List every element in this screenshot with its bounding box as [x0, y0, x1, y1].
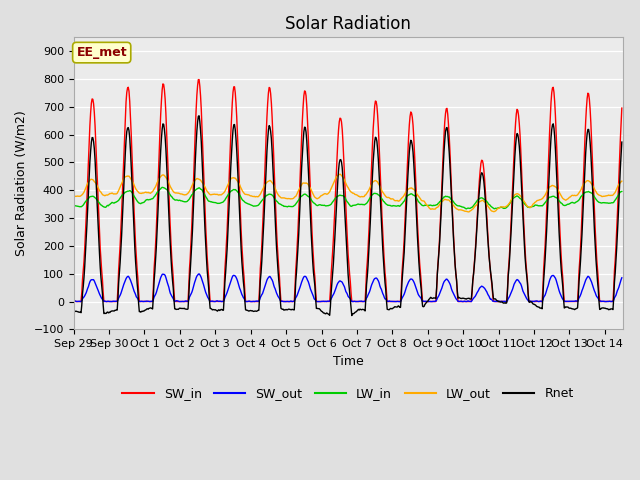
LW_out: [70, 193, 77, 199]
SW_in: [70, 299, 77, 304]
Line: SW_in: SW_in: [74, 80, 622, 301]
LW_in: [305, 193, 312, 199]
LW_in: [465, 205, 472, 211]
LW_in: [72, 203, 80, 209]
SW_in: [195, 77, 202, 83]
LW_out: [304, 181, 312, 187]
Rnet: [348, 312, 356, 318]
LW_out: [465, 209, 472, 215]
SW_in: [477, 161, 484, 167]
Legend: SW_in, SW_out, LW_in, LW_out, Rnet: SW_in, SW_out, LW_in, LW_out, Rnet: [118, 382, 579, 405]
Text: EE_met: EE_met: [76, 46, 127, 59]
X-axis label: Time: Time: [333, 355, 364, 368]
Title: Solar Radiation: Solar Radiation: [285, 15, 411, 33]
LW_out: [478, 198, 486, 204]
SW_in: [618, 105, 626, 111]
SW_in: [147, 299, 154, 304]
LW_in: [147, 197, 154, 203]
LW_out: [147, 191, 154, 196]
LW_in: [618, 189, 626, 194]
LW_out: [464, 209, 472, 215]
Rnet: [195, 113, 203, 119]
LW_out: [72, 193, 80, 199]
SW_out: [305, 281, 313, 287]
LW_out: [618, 178, 626, 184]
Rnet: [478, 170, 486, 176]
SW_in: [325, 299, 333, 304]
LW_out: [336, 171, 344, 177]
Rnet: [147, 305, 154, 311]
LW_in: [158, 184, 166, 190]
Rnet: [618, 139, 626, 145]
LW_out: [324, 191, 332, 196]
LW_in: [325, 203, 333, 208]
Rnet: [465, 295, 472, 301]
SW_out: [618, 275, 626, 281]
Rnet: [70, 309, 77, 314]
SW_out: [195, 271, 203, 277]
SW_out: [478, 283, 486, 289]
SW_out: [72, 299, 80, 304]
Line: LW_in: LW_in: [74, 187, 622, 209]
Line: Rnet: Rnet: [74, 116, 622, 315]
LW_in: [478, 195, 486, 201]
SW_out: [147, 299, 154, 304]
SW_in: [72, 299, 80, 304]
Line: LW_out: LW_out: [74, 174, 622, 212]
Y-axis label: Solar Radiation (W/m2): Solar Radiation (W/m2): [15, 110, 28, 256]
SW_out: [326, 298, 333, 304]
SW_in: [464, 299, 472, 304]
LW_in: [462, 206, 470, 212]
Rnet: [325, 312, 333, 317]
SW_out: [465, 298, 472, 304]
Rnet: [72, 308, 80, 314]
SW_out: [70, 299, 77, 304]
LW_in: [70, 203, 77, 209]
SW_in: [305, 134, 312, 140]
Rnet: [305, 166, 312, 171]
Line: SW_out: SW_out: [74, 274, 622, 301]
SW_out: [175, 299, 183, 304]
SW_in: [609, 299, 617, 304]
